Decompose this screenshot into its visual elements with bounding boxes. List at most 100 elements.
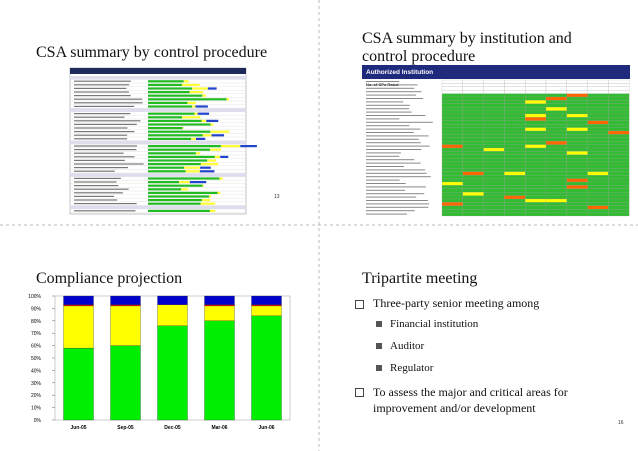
table-cell — [545, 164, 567, 169]
row-bar — [182, 127, 184, 130]
table-cell — [441, 158, 463, 162]
row-bar — [199, 170, 215, 173]
table-cell — [483, 209, 505, 213]
table-cell — [608, 96, 630, 101]
table-cell — [504, 120, 526, 125]
table-cell — [525, 161, 547, 166]
row-bar — [148, 181, 180, 184]
table-cell — [525, 117, 547, 121]
row-bar — [211, 134, 225, 137]
row-bar — [148, 159, 208, 162]
bar-segment — [63, 305, 94, 349]
row-bar — [148, 83, 182, 86]
bar-segment — [251, 304, 282, 307]
bar-segment — [204, 320, 235, 421]
table-cell — [483, 175, 505, 179]
row-text — [74, 159, 125, 161]
table-cell — [483, 147, 505, 152]
y-tick-label: 0% — [34, 418, 42, 424]
table-cell — [545, 141, 567, 145]
table-cell — [545, 120, 567, 125]
row-text — [366, 132, 414, 133]
row-text — [74, 145, 137, 147]
table-cell — [441, 171, 463, 176]
row-bar — [148, 184, 203, 187]
table-cell — [525, 181, 547, 186]
row-bar — [148, 152, 196, 155]
table-cell — [525, 205, 547, 210]
table-cell — [462, 117, 484, 121]
row-text — [366, 111, 412, 113]
bullet: To assess the major and critical areas f… — [355, 384, 608, 416]
table-cell — [483, 164, 505, 169]
row-text — [74, 181, 117, 183]
table-cell — [483, 110, 505, 115]
table-cell — [525, 86, 547, 91]
row-bar — [210, 123, 214, 126]
table-cell — [587, 164, 609, 169]
table-cell — [525, 175, 547, 179]
table-cell — [608, 168, 630, 172]
row-text — [74, 177, 121, 179]
row-bar — [148, 137, 192, 140]
table-cell — [441, 124, 463, 128]
table-cell — [587, 185, 609, 189]
section-band — [70, 76, 246, 80]
table-cell — [566, 144, 588, 149]
row-text — [74, 195, 115, 197]
row-text — [74, 167, 129, 169]
row-bar — [181, 83, 200, 86]
table-cell — [566, 178, 588, 183]
table-cell — [525, 147, 547, 152]
table-cell — [462, 164, 484, 169]
table-cell — [587, 120, 609, 125]
table-cell — [545, 154, 567, 159]
row-text — [366, 210, 415, 212]
table-cell — [608, 154, 630, 159]
row-text — [366, 203, 430, 205]
table-cell — [525, 120, 547, 125]
table-cell — [483, 168, 505, 172]
table-cell — [525, 168, 547, 172]
row-bar — [181, 116, 201, 119]
table-cell — [462, 93, 484, 98]
table-cell — [483, 93, 505, 98]
table-cell — [441, 117, 463, 121]
table-cell — [545, 181, 567, 186]
row-bar — [148, 155, 215, 158]
table-cell — [566, 117, 588, 121]
table-cell — [441, 134, 463, 138]
table-cell — [587, 212, 609, 217]
table-cell — [545, 198, 567, 203]
table-cell — [545, 209, 567, 213]
row-bar — [202, 94, 206, 97]
row-bar — [181, 188, 189, 191]
page-number: 13 — [274, 194, 280, 200]
table-cell — [587, 144, 609, 149]
row-bar — [217, 191, 221, 194]
table-cell — [483, 181, 505, 186]
table-cell — [587, 181, 609, 186]
row-text — [366, 172, 427, 174]
table-cell — [587, 154, 609, 159]
row-text — [366, 87, 415, 89]
sub-bullet: Auditor — [375, 340, 425, 352]
row-text — [74, 203, 137, 205]
table-cell — [504, 164, 526, 169]
row-text — [366, 196, 417, 198]
table-cell — [587, 96, 609, 101]
table-cell — [462, 120, 484, 125]
table-cell — [587, 178, 609, 183]
row-bar — [185, 170, 200, 173]
row-text — [74, 102, 143, 104]
table-cell — [504, 100, 526, 104]
table-cell — [462, 161, 484, 166]
table-cell — [462, 185, 484, 189]
row-bar — [210, 130, 230, 133]
row-bar — [220, 145, 241, 148]
x-tick-label: Jun-05 — [70, 425, 86, 431]
bar-segment — [204, 295, 235, 305]
table-cell — [587, 151, 609, 155]
row-text — [366, 183, 406, 184]
bar-segment — [251, 315, 282, 421]
